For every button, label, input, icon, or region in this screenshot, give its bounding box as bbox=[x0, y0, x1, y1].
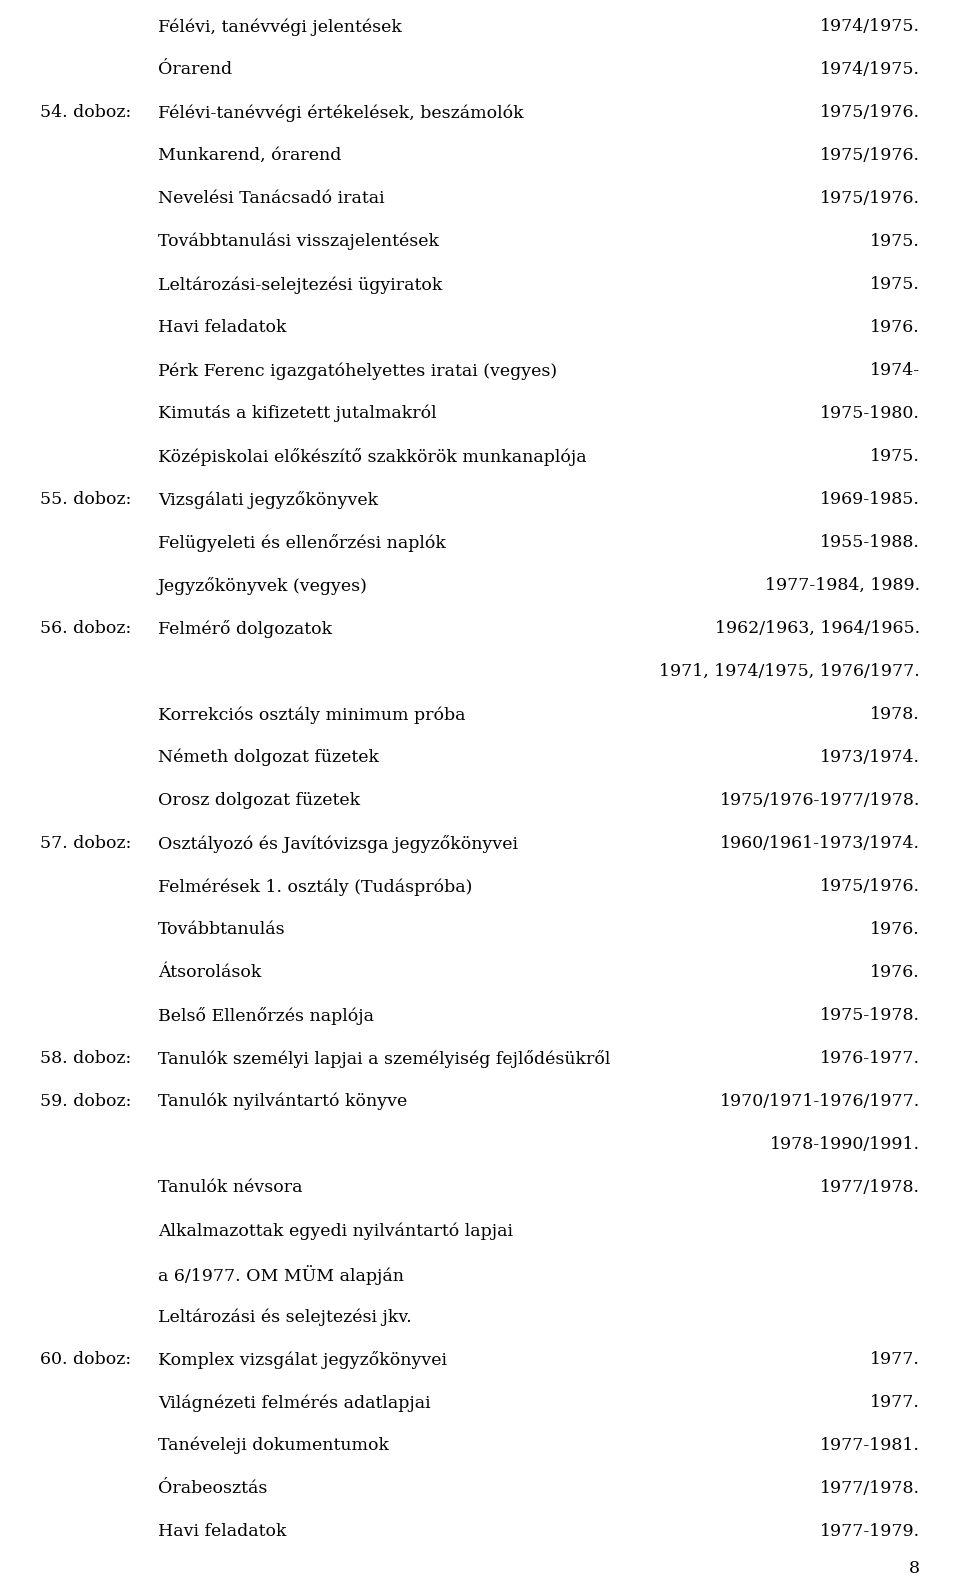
Text: Tanéveleji dokumentumok: Tanéveleji dokumentumok bbox=[158, 1437, 389, 1455]
Text: 58. doboz:: 58. doboz: bbox=[40, 1050, 132, 1067]
Text: 1977/1978.: 1977/1978. bbox=[820, 1480, 920, 1498]
Text: 1977.: 1977. bbox=[870, 1351, 920, 1369]
Text: 57. doboz:: 57. doboz: bbox=[40, 836, 132, 852]
Text: Komplex vizsgálat jegyzőkönyvei: Komplex vizsgálat jegyzőkönyvei bbox=[158, 1351, 447, 1369]
Text: Havi feladatok: Havi feladatok bbox=[158, 1523, 286, 1541]
Text: 1975.: 1975. bbox=[870, 233, 920, 250]
Text: Munkarend, órarend: Munkarend, órarend bbox=[158, 147, 342, 164]
Text: Nevelési Tanácsadó iratai: Nevelési Tanácsadó iratai bbox=[158, 190, 385, 207]
Text: 1975.: 1975. bbox=[870, 448, 920, 466]
Text: Alkalmazottak egyedi nyilvántartó lapjai: Alkalmazottak egyedi nyilvántartó lapjai bbox=[158, 1222, 513, 1239]
Text: 1978-1990/1991.: 1978-1990/1991. bbox=[770, 1136, 920, 1153]
Text: 1955-1988.: 1955-1988. bbox=[820, 534, 920, 550]
Text: Korrekciós osztály minimum próba: Korrekciós osztály minimum próba bbox=[158, 707, 466, 724]
Text: Pérk Ferenc igazgatóhelyettes iratai (vegyes): Pérk Ferenc igazgatóhelyettes iratai (ve… bbox=[158, 362, 557, 380]
Text: Kimutás a kifizetett jutalmakról: Kimutás a kifizetett jutalmakról bbox=[158, 405, 437, 423]
Text: 1975/1976.: 1975/1976. bbox=[820, 147, 920, 164]
Text: 1975/1976.: 1975/1976. bbox=[820, 877, 920, 895]
Text: 1977-1984, 1989.: 1977-1984, 1989. bbox=[765, 577, 920, 593]
Text: 55. doboz:: 55. doboz: bbox=[40, 491, 132, 507]
Text: Tanulók személyi lapjai a személyiség fejlődésükről: Tanulók személyi lapjai a személyiség fe… bbox=[158, 1050, 611, 1069]
Text: Átsorolások: Átsorolások bbox=[158, 963, 261, 981]
Text: 1977-1981.: 1977-1981. bbox=[820, 1437, 920, 1455]
Text: 1976.: 1976. bbox=[871, 920, 920, 938]
Text: Félévi, tanévvégi jelentések: Félévi, tanévvégi jelentések bbox=[158, 18, 402, 35]
Text: 54. doboz:: 54. doboz: bbox=[40, 104, 132, 121]
Text: 1976.: 1976. bbox=[871, 963, 920, 981]
Text: 1970/1971-1976/1977.: 1970/1971-1976/1977. bbox=[720, 1093, 920, 1110]
Text: 1977-1979.: 1977-1979. bbox=[820, 1523, 920, 1541]
Text: 1974/1975.: 1974/1975. bbox=[820, 61, 920, 78]
Text: Jegyzőkönyvek (vegyes): Jegyzőkönyvek (vegyes) bbox=[158, 577, 368, 595]
Text: Havi feladatok: Havi feladatok bbox=[158, 319, 286, 337]
Text: 56. doboz:: 56. doboz: bbox=[40, 620, 132, 636]
Text: Vizsgálati jegyzőkönyvek: Vizsgálati jegyzőkönyvek bbox=[158, 491, 378, 509]
Text: 1975/1976.: 1975/1976. bbox=[820, 190, 920, 207]
Text: Órarend: Órarend bbox=[158, 61, 232, 78]
Text: Továbbtanulási visszajelentések: Továbbtanulási visszajelentések bbox=[158, 233, 439, 250]
Text: Orosz dolgozat füzetek: Orosz dolgozat füzetek bbox=[158, 793, 360, 809]
Text: Tanulók névsora: Tanulók névsora bbox=[158, 1179, 302, 1196]
Text: 1975-1978.: 1975-1978. bbox=[820, 1006, 920, 1024]
Text: 1974-: 1974- bbox=[870, 362, 920, 380]
Text: Belső Ellenőrzés naplója: Belső Ellenőrzés naplója bbox=[158, 1006, 374, 1026]
Text: 1962/1963, 1964/1965.: 1962/1963, 1964/1965. bbox=[715, 620, 920, 636]
Text: Németh dolgozat füzetek: Németh dolgozat füzetek bbox=[158, 750, 379, 767]
Text: Felügyeleti és ellenőrzési naplók: Felügyeleti és ellenőrzési naplók bbox=[158, 534, 445, 552]
Text: 1969-1985.: 1969-1985. bbox=[820, 491, 920, 507]
Text: Órabeosztás: Órabeosztás bbox=[158, 1480, 268, 1498]
Text: Felmérő dolgozatok: Felmérő dolgozatok bbox=[158, 620, 332, 638]
Text: 1976.: 1976. bbox=[871, 319, 920, 337]
Text: Osztályozó és Javítóvizsga jegyzőkönyvei: Osztályozó és Javítóvizsga jegyzőkönyvei bbox=[158, 836, 518, 853]
Text: 1975/1976-1977/1978.: 1975/1976-1977/1978. bbox=[720, 793, 920, 809]
Text: 59. doboz:: 59. doboz: bbox=[40, 1093, 132, 1110]
Text: Továbbtanulás: Továbbtanulás bbox=[158, 920, 286, 938]
Text: Felmérések 1. osztály (Tudáspróba): Felmérések 1. osztály (Tudáspróba) bbox=[158, 877, 472, 895]
Text: 1977/1978.: 1977/1978. bbox=[820, 1179, 920, 1196]
Text: 1971, 1974/1975, 1976/1977.: 1971, 1974/1975, 1976/1977. bbox=[660, 664, 920, 679]
Text: Világnézeti felmérés adatlapjai: Világnézeti felmérés adatlapjai bbox=[158, 1394, 431, 1412]
Text: 1960/1961-1973/1974.: 1960/1961-1973/1974. bbox=[720, 836, 920, 852]
Text: 1978.: 1978. bbox=[871, 707, 920, 723]
Text: Leltározási-selejtezési ügyiratok: Leltározási-selejtezési ügyiratok bbox=[158, 276, 443, 293]
Text: Leltározási és selejtezési jkv.: Leltározási és selejtezési jkv. bbox=[158, 1308, 412, 1325]
Text: 1975-1980.: 1975-1980. bbox=[820, 405, 920, 423]
Text: 1977.: 1977. bbox=[870, 1394, 920, 1412]
Text: 1975/1976.: 1975/1976. bbox=[820, 104, 920, 121]
Text: 8: 8 bbox=[909, 1560, 920, 1577]
Text: 1976-1977.: 1976-1977. bbox=[820, 1050, 920, 1067]
Text: 60. doboz:: 60. doboz: bbox=[40, 1351, 132, 1369]
Text: Félévi-tanévvégi értékelések, beszámolók: Félévi-tanévvégi értékelések, beszámolók bbox=[158, 104, 523, 121]
Text: a 6/1977. OM MÜM alapján: a 6/1977. OM MÜM alapján bbox=[158, 1265, 404, 1286]
Text: Tanulók nyilvántartó könyve: Tanulók nyilvántartó könyve bbox=[158, 1093, 407, 1110]
Text: 1974/1975.: 1974/1975. bbox=[820, 18, 920, 35]
Text: 1973/1974.: 1973/1974. bbox=[820, 750, 920, 766]
Text: Középiskolai előkészítő szakkörök munkanaplója: Középiskolai előkészítő szakkörök munkan… bbox=[158, 448, 587, 466]
Text: 1975.: 1975. bbox=[870, 276, 920, 293]
